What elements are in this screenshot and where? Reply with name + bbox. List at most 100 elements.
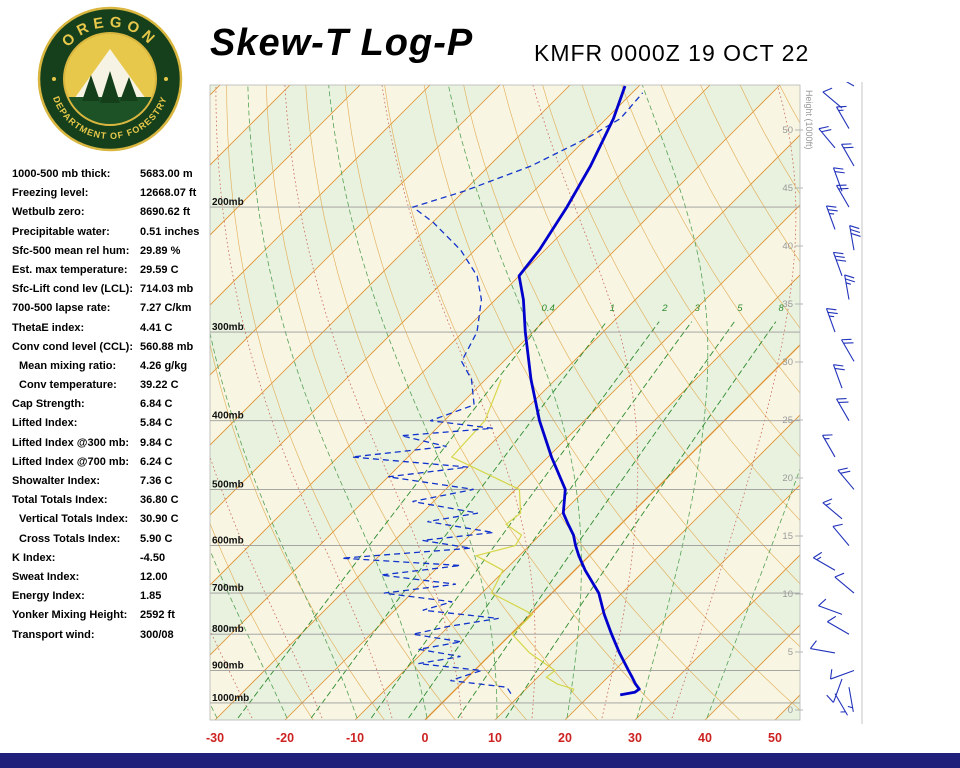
wind-barb	[836, 105, 850, 129]
temp-tick-label: 50	[768, 731, 782, 745]
wind-barb	[836, 398, 850, 421]
index-value: 7.36 C	[140, 475, 173, 487]
index-row: Energy Index: 1.85	[12, 588, 212, 607]
index-value: 6.84 C	[140, 398, 173, 411]
index-label: Precipitable water:	[12, 225, 110, 238]
temperature-trace	[517, 85, 641, 697]
page-title: Skew-T Log-P	[210, 22, 474, 64]
wind-barb	[841, 143, 855, 167]
index-label: Total Totals Index:	[12, 494, 108, 507]
index-value: 8690.62 ft	[140, 206, 191, 219]
wind-barb	[822, 434, 836, 458]
index-value: 1.85	[140, 590, 162, 603]
index-row: K Index: -4.50	[12, 550, 212, 569]
index-row: Transport wind: 300/08	[12, 627, 212, 646]
height-tick-label: 25	[782, 415, 793, 426]
index-label: Lifted Index:	[12, 417, 78, 430]
wind-barb	[837, 467, 855, 490]
wind-barb-column	[809, 82, 861, 716]
index-label: Vertical Totals Index:	[19, 513, 129, 526]
height-tick-label: 15	[782, 531, 793, 542]
wetbulb-trace	[450, 379, 575, 693]
svg-text:2: 2	[661, 303, 668, 314]
index-label: Conv temperature:	[19, 379, 117, 392]
svg-text:8: 8	[779, 303, 785, 314]
svg-text:0.4: 0.4	[542, 303, 555, 314]
index-label: Sfc-Lift cond lev (LCL):	[12, 283, 133, 296]
index-label: Conv cond level (CCL):	[12, 340, 134, 353]
index-row: Lifted Index @700 mb: 6.24 C	[12, 454, 212, 473]
height-axis: 0 5 10 15 20 25 30 35 40 45 50 Height (1000ft)	[782, 90, 814, 716]
wind-barb	[832, 251, 847, 277]
wind-barb	[829, 669, 855, 680]
wind-barb	[834, 693, 848, 716]
odf-logo: OREGON DEPARTMENT OF FORESTRY	[37, 6, 183, 152]
index-value: 9.84 C	[140, 436, 173, 449]
wind-barb	[825, 205, 838, 230]
index-row: 1000-500 mb thick: 5683.00 m	[12, 166, 212, 185]
height-tick-label: 10	[782, 589, 793, 600]
pressure-label: 700mb	[212, 583, 244, 594]
index-row: Lifted Index @300 mb: 9.84 C	[12, 435, 212, 454]
temp-tick-label: -20	[276, 731, 294, 745]
wind-barb	[841, 338, 855, 362]
index-label: K Index:	[12, 551, 56, 564]
station-datetime: KMFR 0000Z 19 OCT 22	[534, 40, 810, 66]
index-row: Showalter Index: 7.36 C	[12, 473, 212, 492]
wind-barb	[818, 598, 843, 615]
plot-border	[209, 84, 801, 721]
height-tick-label: 40	[782, 241, 793, 252]
index-row: Mean mixing ratio: 4.26 g/kg	[12, 358, 212, 377]
index-row: Est. max temperature: 29.59 C	[12, 262, 212, 281]
index-row: Cross Totals Index: 5.90 C	[12, 531, 212, 550]
wind-barb	[849, 225, 861, 251]
wind-barb	[834, 572, 855, 594]
wind-barb	[818, 125, 836, 149]
temp-tick-label: -30	[206, 731, 224, 745]
index-row: ThetaE index: 4.41 C	[12, 320, 212, 339]
index-row: Conv temperature: 39.22 C	[12, 377, 212, 396]
pressure-label: 900mb	[212, 661, 244, 672]
index-row: Yonker Mixing Height: 2592 ft	[12, 607, 212, 626]
wind-barb	[832, 523, 850, 546]
wind-barb	[832, 364, 845, 389]
logo-scene	[64, 33, 156, 125]
temp-tick-label: 30	[628, 731, 642, 745]
sounding-traces	[341, 85, 644, 697]
index-row: Lifted Index: 5.84 C	[12, 415, 212, 434]
wind-barb	[847, 687, 854, 712]
index-value: 714.03 mb	[140, 283, 194, 296]
index-value: 6.24 C	[140, 455, 173, 468]
tree-icon	[120, 77, 138, 101]
wind-barb	[825, 307, 838, 333]
index-label: Transport wind:	[12, 628, 95, 641]
index-label: Sfc-500 mean rel hum:	[12, 244, 130, 257]
index-value: 36.80 C	[140, 494, 179, 507]
index-value: 5.84 C	[140, 417, 173, 430]
index-value: 5683.00 m	[140, 168, 193, 180]
index-label: Wetbulb zero:	[12, 206, 85, 219]
dewpoint-trace	[341, 92, 644, 694]
wind-barb	[826, 678, 843, 703]
index-value: -4.50	[140, 551, 166, 564]
height-tick-label: 50	[782, 125, 793, 136]
tree-icon	[100, 71, 120, 103]
index-label: Est. max temperature:	[12, 263, 128, 276]
index-value: 2592 ft	[140, 609, 175, 622]
index-label: Sweat Index:	[12, 570, 80, 583]
height-tick-label: 30	[782, 357, 793, 368]
index-row: Sfc-Lift cond lev (LCL): 714.03 mb	[12, 281, 212, 300]
index-row: Freezing level: 12668.07 ft	[12, 185, 212, 204]
isobars: 200mb 300mb 400mb 500mb 600mb 700mb 800mb 900mb…	[210, 197, 800, 704]
index-value: 39.22 C	[140, 379, 179, 392]
index-row: Sweat Index: 12.00	[12, 569, 212, 588]
temperature-axis-labels: -30 -20 -10 0 10 20 30 40 50	[206, 731, 782, 745]
index-label: Showalter Index:	[12, 475, 101, 487]
pressure-label: 200mb	[212, 197, 244, 208]
index-value: 300/08	[140, 628, 174, 641]
svg-text:1: 1	[610, 303, 615, 314]
tree-icon	[82, 75, 100, 101]
logo-dot-left	[52, 77, 56, 81]
index-value: 12.00	[140, 570, 168, 583]
index-row: Cap Strength: 6.84 C	[12, 396, 212, 415]
